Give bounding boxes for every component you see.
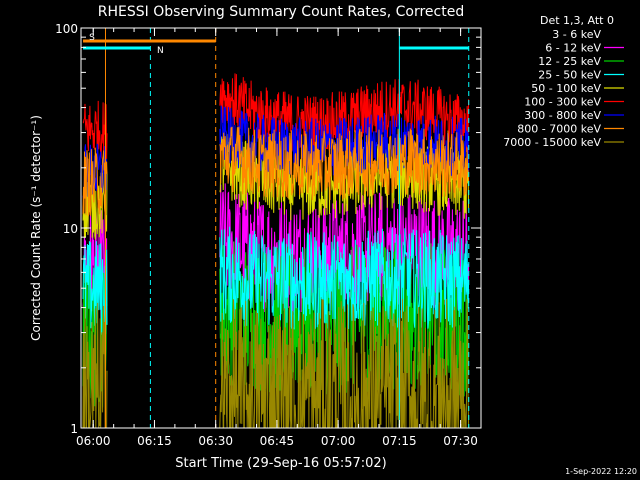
- legend-label-0: 3 - 6 keV: [552, 28, 601, 41]
- legend-label-5: 100 - 300 keV: [524, 96, 601, 109]
- legend-label-7: 800 - 7000 keV: [517, 123, 601, 136]
- legend-label-3: 25 - 50 keV: [538, 69, 601, 82]
- legend-entry-4: 50 - 100 keV: [531, 82, 624, 95]
- series-line-5: [82, 73, 470, 160]
- legend-label-2: 12 - 25 keV: [538, 55, 601, 68]
- x-tick-label-5: 07:15: [382, 434, 417, 448]
- x-tick-label-1: 06:15: [137, 434, 172, 448]
- y-tick-label-0: 1: [70, 422, 78, 436]
- legend-entry-2: 12 - 25 keV: [538, 55, 624, 68]
- legend-entry-5: 100 - 300 keV: [524, 96, 624, 109]
- flag-label-0: S: [89, 33, 95, 43]
- series-line-8: [82, 298, 470, 428]
- legend-label-4: 50 - 100 keV: [531, 82, 601, 95]
- legend-label-8: 7000 - 15000 keV: [503, 136, 601, 149]
- legend-entry-3: 25 - 50 keV: [538, 69, 624, 82]
- y-tick-label-2: 100: [55, 22, 78, 36]
- flag-label-1: N: [157, 46, 164, 56]
- x-tick-label-6: 07:30: [443, 434, 478, 448]
- legend-label-6: 300 - 800 keV: [524, 109, 601, 122]
- series-line-3: [82, 226, 470, 335]
- plot-area: [82, 66, 470, 428]
- marker-layer: SN: [83, 28, 470, 428]
- x-axis-label: Start Time (29-Sep-16 05:57:02): [175, 456, 386, 471]
- legend-label-1: 6 - 12 keV: [545, 42, 601, 55]
- y-tick-label-1: 10: [63, 222, 78, 236]
- chart-title: RHESSI Observing Summary Count Rates, Co…: [98, 4, 464, 20]
- legend-entry-1: 6 - 12 keV: [545, 42, 624, 55]
- legend-entry-8: 7000 - 15000 keV: [503, 136, 624, 149]
- legend-entry-7: 800 - 7000 keV: [517, 123, 624, 136]
- y-axis-label: Corrected Count Rate (s⁻¹ detector⁻¹): [29, 115, 43, 341]
- legend-title: Det 1,3, Att 0: [540, 14, 614, 27]
- legend-entry-6: 300 - 800 keV: [524, 109, 624, 122]
- generated-timestamp: 1-Sep-2022 12:20: [565, 467, 637, 476]
- x-tick-label-0: 06:00: [76, 434, 111, 448]
- x-tick-label-2: 06:30: [198, 434, 233, 448]
- axes: 06:00 06:15 06:30 06:45 07:00 07:15 07:30 1 10 10…: [55, 22, 482, 448]
- x-tick-label-3: 06:45: [260, 434, 295, 448]
- series-line-7: [82, 126, 470, 217]
- x-tick-label-4: 07:00: [321, 434, 356, 448]
- legend-entry-0: 3 - 6 keV: [552, 28, 624, 41]
